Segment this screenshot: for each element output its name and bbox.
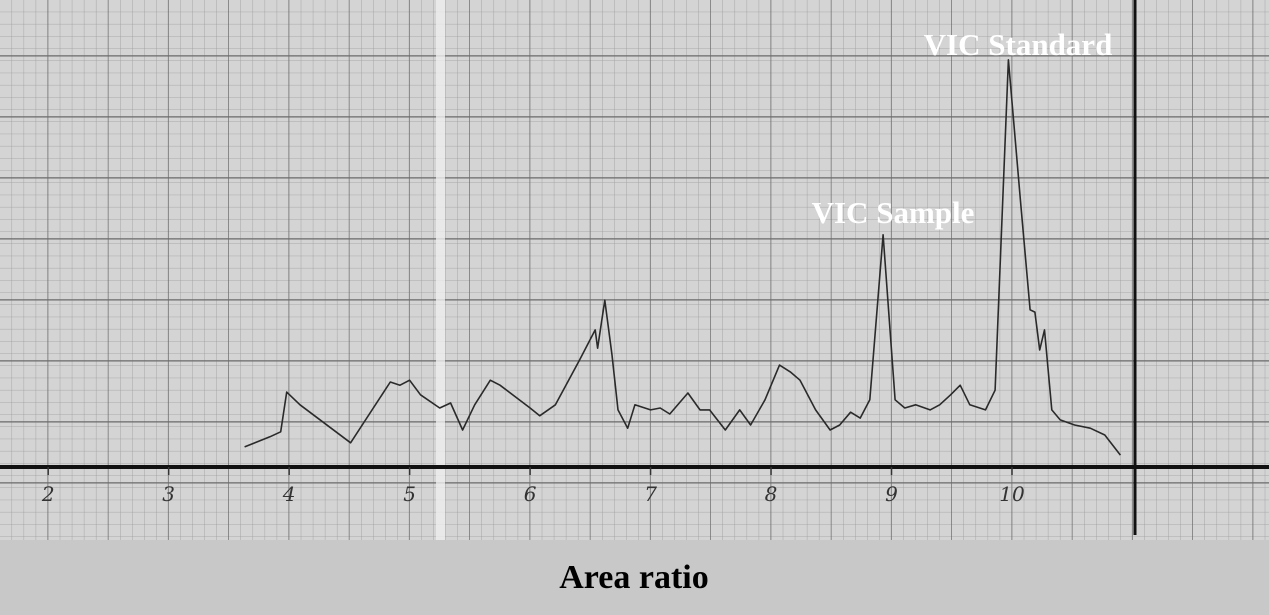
- caption-band: [0, 540, 1269, 615]
- x-tick-label: 3: [162, 482, 175, 506]
- x-tick-label: 10: [999, 482, 1025, 506]
- caption: Area ratio: [559, 559, 708, 596]
- x-tick-label: 9: [885, 482, 898, 506]
- annotation: VIC Standard: [924, 27, 1113, 62]
- x-tick-label: 2: [41, 482, 55, 506]
- x-tick-label: 7: [644, 482, 657, 506]
- x-tick-label: 5: [403, 482, 416, 506]
- trace: [244, 59, 1122, 456]
- annotation: VIC Sample: [812, 195, 975, 230]
- paper-major-grid: [0, 0, 1269, 540]
- x-tick-label: 8: [765, 482, 778, 506]
- x-tick-label: 4: [282, 482, 296, 506]
- scan-streak: [436, 0, 445, 540]
- x-tick-label: 6: [524, 482, 537, 506]
